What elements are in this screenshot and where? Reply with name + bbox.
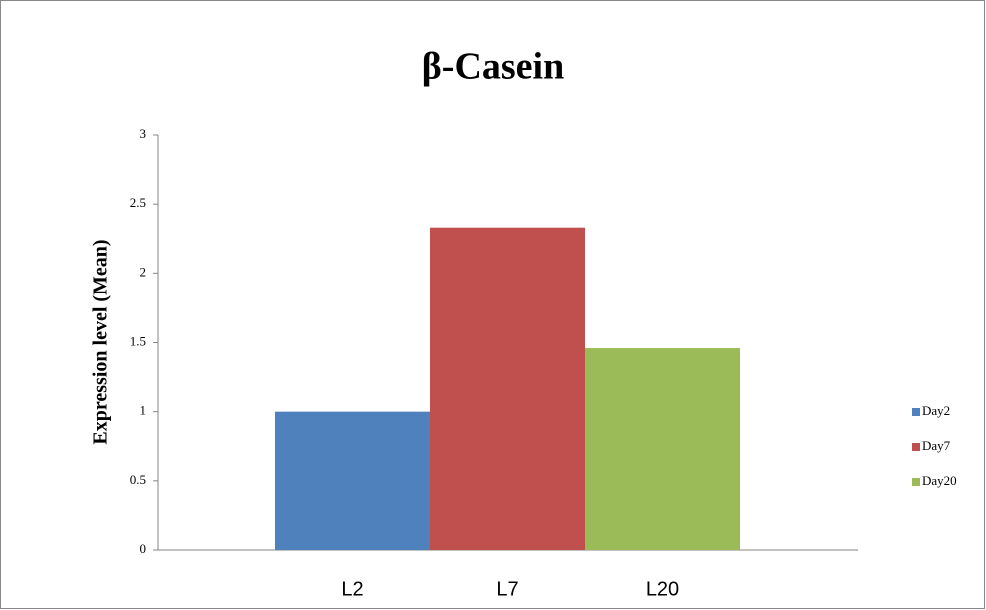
x-tick-label: L2: [341, 578, 363, 600]
y-axis-label: Expression level (Mean): [90, 239, 112, 444]
x-tick-label: L20: [646, 578, 679, 600]
chart-title: β-Casein: [422, 46, 564, 88]
legend-label: Day7: [922, 438, 951, 453]
y-tick-label: 2: [140, 264, 147, 279]
legend-swatch: [912, 443, 920, 451]
y-tick-label: 1: [140, 403, 147, 418]
bar: [275, 411, 430, 550]
legend-swatch: [912, 408, 920, 416]
y-tick-label: 2.5: [130, 195, 146, 210]
y-tick-label: 1.5: [130, 333, 146, 348]
legend-swatch: [912, 478, 920, 486]
bar: [585, 348, 740, 550]
bar: [430, 227, 585, 550]
x-tick-label: L7: [496, 578, 518, 600]
y-tick-label: 0.5: [130, 472, 146, 487]
legend-label: Day2: [922, 403, 950, 418]
y-tick-label: 3: [140, 126, 147, 141]
legend-label: Day20: [922, 473, 957, 488]
y-tick-label: 0: [140, 541, 147, 556]
